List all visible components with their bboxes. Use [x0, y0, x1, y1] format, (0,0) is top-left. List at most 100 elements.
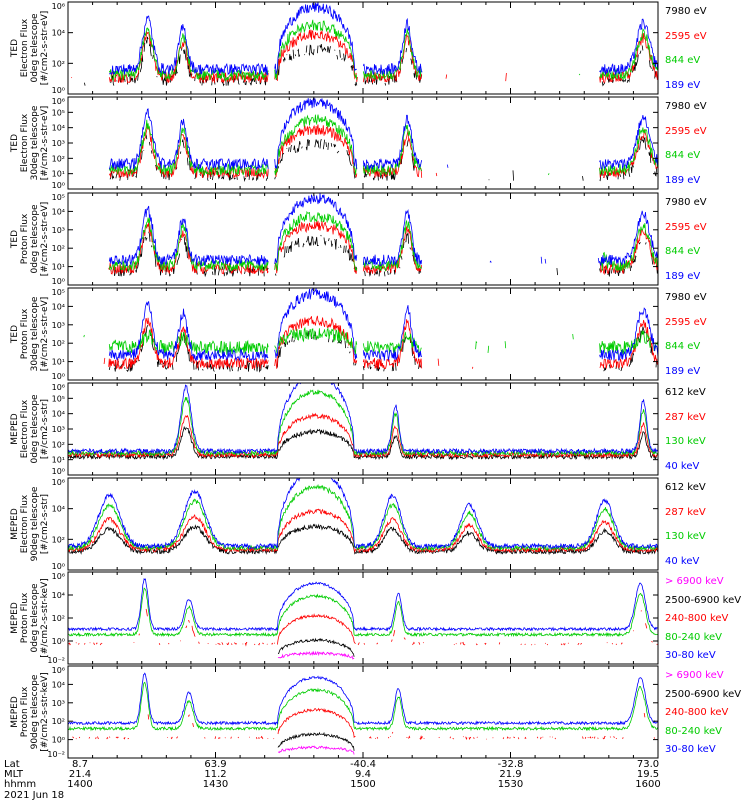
y-label-line: MEPED — [10, 696, 20, 728]
series-line — [108, 288, 659, 362]
legend-entry: 40 keV — [665, 556, 700, 567]
y-label-line: [#/cm2-s-str-eV] — [40, 10, 50, 86]
y-tick-label: 10⁵ — [52, 108, 65, 117]
x-axis-value: 1500 — [350, 779, 376, 790]
legend-entry: 189 eV — [665, 80, 701, 91]
y-tick-label: 10² — [52, 59, 65, 68]
panel-plot-area: 10⁶ 10⁵ 10⁴ 10³ 10² 10¹ 10⁰ — [52, 96, 659, 190]
legend-entry: 240-800 keV — [665, 613, 729, 624]
y-tick-label: 10⁰ — [52, 181, 65, 190]
y-label-line: MEPED — [10, 413, 20, 445]
panel-legend: 7980 eV 2595 eV 844 eV 189 eV — [665, 288, 750, 380]
legend-entry: 189 eV — [665, 366, 701, 377]
y-label-line: Electron Flux — [20, 399, 30, 459]
legend-entry: 130 keV — [665, 531, 706, 543]
series-line — [277, 637, 355, 657]
y-tick-label: 10¹ — [52, 170, 65, 179]
y-tick-label: 10⁻² — [47, 750, 65, 759]
panel-plot-area: 10⁶ 10⁴ 10² 10⁰ 10⁻² — [47, 571, 659, 665]
panel-3: TED Proton Flux 0deg telescope [#/cm2-s-str… — [0, 192, 750, 286]
y-label-line: 0deg telescope — [30, 204, 40, 274]
panel-legend: 612 keV 287 keV 130 keV 40 keV — [665, 383, 750, 475]
lat-row-label: Lat — [4, 759, 20, 770]
x-axis-value: -32.8 — [497, 759, 524, 770]
series-line — [67, 672, 659, 726]
series-line — [67, 587, 659, 638]
x-axis-footer: Lat MLT hhmm 8.7 63.9 -40.4 -32.8 73.0 21.4 11… — [0, 759, 750, 801]
panel-legend: 7980 eV 2595 eV 844 eV 189 eV — [665, 193, 750, 285]
panel-plot-area: 10⁵ 10⁴ 10³ 10² 10¹ 10⁰ — [52, 192, 659, 286]
series-line — [108, 220, 659, 276]
series-line — [108, 193, 659, 268]
y-tick-label: 10² — [52, 244, 65, 253]
y-tick-label: 10³ — [52, 425, 65, 434]
legend-entry: 7980 eV — [665, 292, 707, 303]
y-label-line: Proton Flux — [20, 308, 30, 360]
series-line — [67, 382, 659, 455]
panel-8: MEPED Proton Flux 90deg telescope [#/cm2-s-… — [0, 665, 750, 759]
panel-legend: > 6900 keV 2500-6900 keV 240-800 keV 80-240… — [665, 666, 750, 758]
series-line — [108, 210, 659, 272]
series-line — [277, 745, 355, 755]
y-label-line: Proton Flux — [20, 592, 30, 644]
series-line — [277, 650, 355, 660]
panel-frame — [67, 571, 659, 665]
panel-plot-area: 10⁵ 10⁴ 10³ 10² 10¹ 10⁰ — [52, 287, 659, 381]
x-axis-value: -40.4 — [350, 759, 376, 770]
legend-entry: 612 keV — [665, 482, 706, 493]
legend-entry: 240-800 keV — [665, 707, 729, 718]
series-line — [67, 389, 659, 457]
x-axis-value: 19.5 — [636, 769, 660, 780]
panel-frame — [67, 96, 659, 190]
y-tick-label: 10⁰ — [52, 86, 65, 95]
y-label-line: Proton Flux — [20, 213, 30, 265]
series-line — [67, 477, 659, 550]
y-tick-label: 10⁰ — [52, 372, 65, 381]
legend-entry: 189 eV — [665, 175, 701, 186]
y-tick-label: 10² — [52, 440, 65, 449]
y-tick-label: 10⁵ — [52, 193, 65, 202]
legend-entry: 40 keV — [665, 461, 700, 472]
y-tick-label: 10⁰ — [52, 562, 65, 571]
panel-frame — [67, 1, 659, 95]
panel-legend: 7980 eV 2595 eV 844 eV 189 eV — [665, 97, 750, 189]
y-label-line: Electron Flux — [20, 494, 30, 554]
panel-5: MEPED Electron Flux 0deg telescope [#/cm2-s… — [0, 382, 750, 476]
series-line — [68, 608, 658, 647]
legend-entry: 844 eV — [665, 55, 701, 67]
legend-entry: 7980 eV — [665, 6, 707, 17]
y-label-line: Electron Flux — [20, 18, 30, 78]
y-label-line: MEPED — [10, 508, 20, 540]
legend-entry: 844 eV — [665, 150, 701, 162]
legend-entry: 844 eV — [665, 246, 701, 258]
y-label-line: Electron Flux — [20, 113, 30, 173]
y-tick-label: 10⁴ — [52, 29, 65, 38]
y-label-line: MEPED — [10, 602, 20, 634]
panel-1: TED Electron Flux 0deg telescope [#/cm2-s-s… — [0, 1, 750, 95]
panel-y-label: TED Proton Flux 30deg telescope [#/cm2-s-st… — [2, 288, 58, 380]
panel-6: MEPED Electron Flux 90deg telescope [#/cm2-… — [0, 477, 750, 571]
y-label-line: TED — [10, 38, 20, 58]
hhmm-row-label: hhmm — [4, 779, 37, 790]
y-tick-label: 10⁰ — [52, 637, 65, 646]
y-tick-label: 10³ — [52, 321, 65, 330]
x-axis-value: 21.9 — [499, 769, 522, 780]
y-label-line: [#/cm2-s-str-keV] — [40, 672, 50, 752]
series-line — [103, 315, 659, 370]
panel-plot-area: 10⁶ 10⁴ 10² 10⁰ — [52, 1, 659, 95]
panel-y-label: MEPED Proton Flux 90deg telescope [#/cm2-s-… — [2, 666, 58, 758]
y-tick-label: 10² — [52, 535, 65, 544]
y-tick-label: 10⁴ — [52, 302, 65, 311]
legend-entry: 287 keV — [665, 506, 706, 518]
legend-entry: > 6900 keV — [665, 576, 724, 587]
panel-legend: 612 keV 287 keV 130 keV 40 keV — [665, 478, 750, 570]
y-label-line: Proton Flux — [20, 686, 30, 738]
y-tick-label: 10³ — [52, 699, 65, 708]
y-label-line: 0deg telescope — [30, 13, 40, 83]
series-line — [67, 577, 659, 632]
x-axis-value: 63.9 — [204, 759, 227, 770]
y-tick-label: 10¹ — [52, 263, 65, 272]
y-tick-label: 10² — [52, 717, 65, 726]
legend-entry: 2595 eV — [665, 316, 707, 328]
